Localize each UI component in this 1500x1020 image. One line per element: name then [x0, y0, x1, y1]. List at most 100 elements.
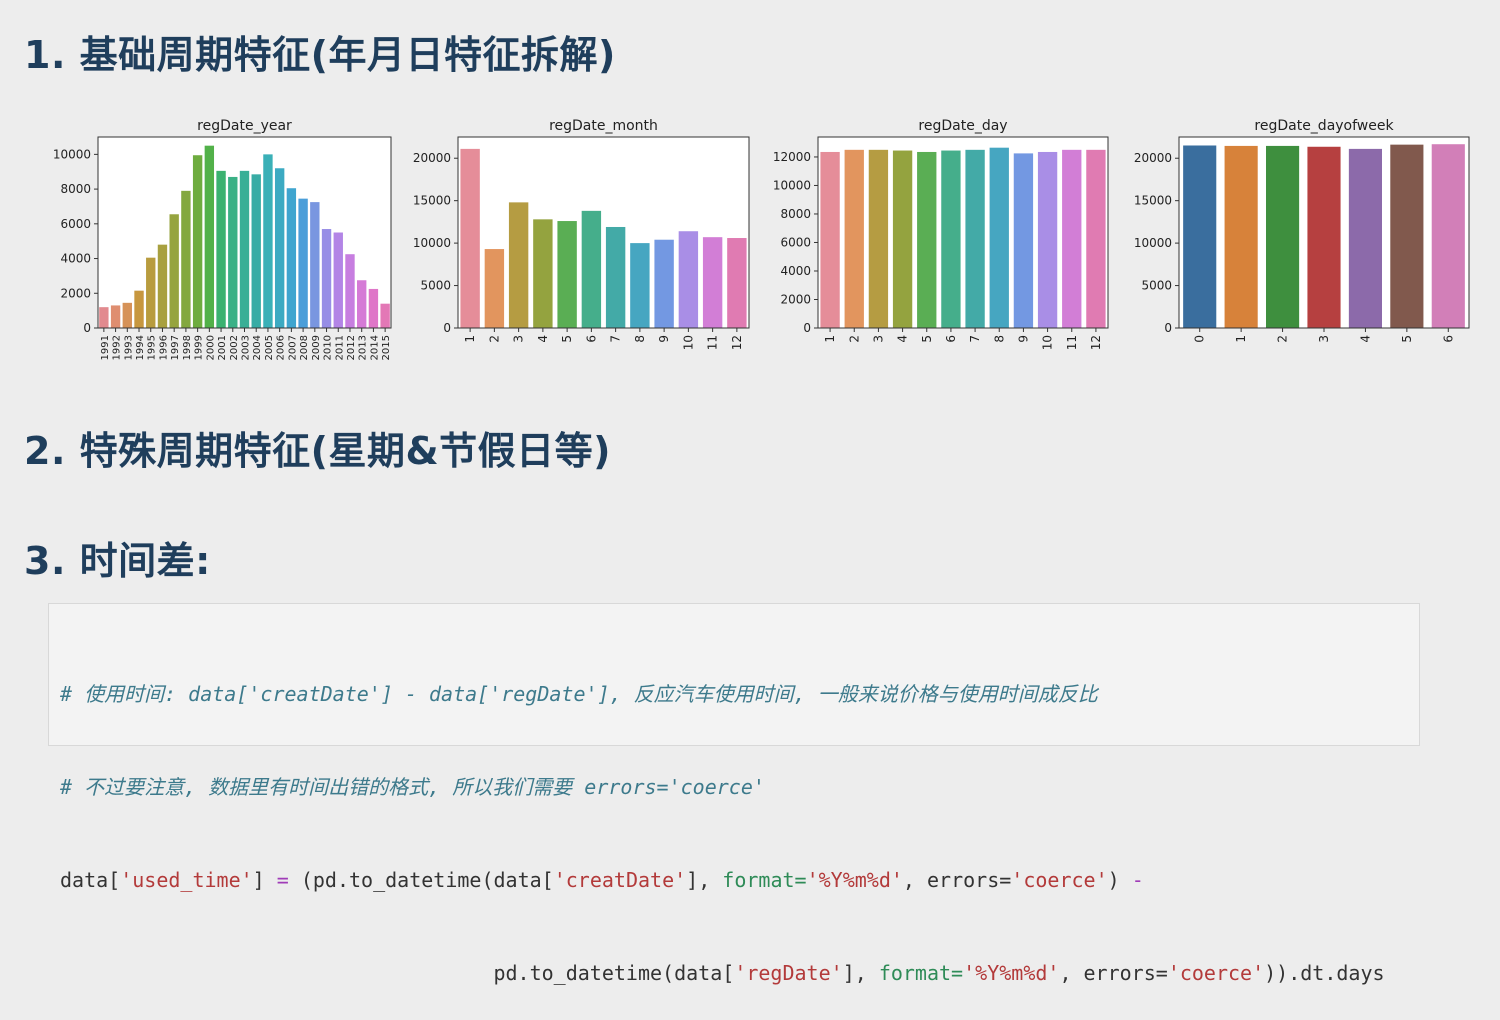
- bar: [1307, 146, 1341, 328]
- x-tick-label: 2014: [369, 335, 380, 360]
- bar: [122, 302, 132, 328]
- bar: [345, 254, 355, 328]
- bar: [581, 210, 602, 328]
- x-tick-label: 5: [1400, 335, 1414, 343]
- x-tick-label: 1994: [135, 335, 146, 360]
- code-line-4: pd.to_datetime(data['regDate'], format='…: [60, 958, 1409, 989]
- code-string: 'used_time': [120, 868, 253, 892]
- x-tick-label: 2011: [334, 335, 345, 360]
- y-tick-label: 0: [803, 321, 811, 335]
- plot-frame: [97, 136, 392, 329]
- x-tick-label: 1997: [170, 335, 181, 360]
- x-tick-label: 2: [487, 335, 501, 343]
- chart-title: regDate_year: [197, 118, 292, 134]
- section-heading-3: 3. 时间差:: [24, 539, 211, 583]
- code-token: (pd.to_datetime(data[: [288, 868, 554, 892]
- x-tick-label: 2001: [217, 335, 228, 360]
- code-string: '%Y%m%d': [806, 868, 903, 892]
- chart-title: regDate_month: [549, 118, 658, 134]
- x-tick-label: 10: [681, 335, 695, 350]
- y-tick-label: 4000: [60, 252, 91, 266]
- x-tick-label: 1: [463, 335, 477, 343]
- bar: [368, 288, 379, 328]
- code-token: data[: [60, 868, 121, 892]
- x-tick-label: 2010: [323, 335, 334, 360]
- code-indent: [60, 961, 481, 985]
- x-tick-label: 2: [847, 335, 861, 343]
- bar: [1062, 149, 1082, 328]
- code-string: 'coerce': [1167, 961, 1265, 985]
- x-tick-label: 1992: [112, 335, 123, 360]
- bar: [1037, 151, 1058, 328]
- y-tick-label: 2000: [780, 292, 811, 306]
- code-comment-2: # 不过要注意, 数据里有时间出错的格式, 所以我们需要 errors='coe…: [60, 775, 765, 799]
- y-tick-label: 12000: [773, 150, 811, 164]
- code-keyword-arg: format=: [878, 961, 964, 985]
- x-tick-label: 1993: [123, 335, 134, 360]
- y-tick-label: 0: [443, 321, 451, 335]
- bar: [1013, 153, 1034, 328]
- code-token: ],: [842, 961, 879, 985]
- bar: [274, 168, 285, 328]
- x-tick-label: 2002: [229, 335, 240, 360]
- y-tick-label: 5000: [1141, 279, 1172, 293]
- bar: [1390, 144, 1424, 328]
- section-heading-1: 1. 基础周期特征(年月日特征拆解): [24, 33, 616, 77]
- y-tick-label: 6000: [780, 235, 811, 249]
- x-tick-label: 6: [944, 335, 958, 343]
- x-tick-label: 2: [1276, 335, 1290, 343]
- x-tick-label: 2009: [311, 335, 322, 360]
- x-tick-label: 2015: [381, 335, 392, 360]
- code-line-3: data['used_time'] = (pd.to_datetime(data…: [60, 865, 1409, 896]
- bar: [286, 188, 297, 328]
- x-tick-label: 2013: [358, 335, 369, 360]
- bar: [134, 290, 144, 328]
- x-tick-label: 3: [512, 335, 526, 343]
- code-string: 'coerce': [1011, 868, 1108, 892]
- x-tick-label: 4: [896, 335, 910, 343]
- y-tick-label: 10000: [773, 178, 811, 192]
- plot-area: [458, 137, 749, 328]
- y-tick-label: 5000: [420, 279, 451, 293]
- bar: [965, 149, 985, 328]
- bar: [941, 150, 961, 328]
- x-tick-label: 12: [730, 335, 744, 350]
- plot-frame: [817, 136, 1109, 329]
- bar: [844, 149, 864, 328]
- y-tick-label: 6000: [60, 217, 91, 231]
- x-tick-label: 2003: [241, 335, 252, 360]
- x-tick-label: 6: [584, 335, 598, 343]
- code-string: 'regDate': [734, 961, 843, 985]
- y-tick-label: 20000: [1134, 151, 1172, 165]
- code-token: ]: [252, 868, 277, 892]
- code-keyword-arg: format=: [722, 868, 807, 892]
- bar: [1348, 148, 1382, 328]
- bar: [1224, 145, 1258, 328]
- x-tick-label: 11: [1065, 335, 1079, 350]
- x-tick-label: 2006: [276, 335, 287, 360]
- bar: [146, 257, 156, 328]
- bar: [533, 219, 553, 328]
- y-tick-label: 0: [1164, 321, 1172, 335]
- chart-title: regDate_day: [918, 118, 1007, 134]
- code-token: , errors=: [1059, 961, 1168, 985]
- x-tick-label: 2005: [264, 335, 275, 360]
- bar: [181, 190, 191, 328]
- y-tick-label: 10000: [1134, 236, 1172, 250]
- y-tick-label: 15000: [413, 194, 451, 208]
- bar: [678, 231, 699, 328]
- bar: [157, 244, 168, 328]
- code-cell[interactable]: # 使用时间: data['creatDate'] - data['regDat…: [48, 603, 1420, 985]
- bar: [99, 307, 109, 328]
- code-token: , errors=: [902, 868, 1012, 892]
- x-tick-label: 10: [1041, 335, 1055, 350]
- bar: [1431, 144, 1465, 328]
- x-tick-label: 5: [560, 335, 574, 343]
- bar: [605, 226, 626, 328]
- x-tick-label: 1: [823, 335, 837, 343]
- code-token: )).dt.days: [1264, 961, 1385, 985]
- x-tick-label: 9: [657, 335, 671, 343]
- bar: [263, 154, 273, 328]
- x-tick-label: 9: [1016, 335, 1030, 343]
